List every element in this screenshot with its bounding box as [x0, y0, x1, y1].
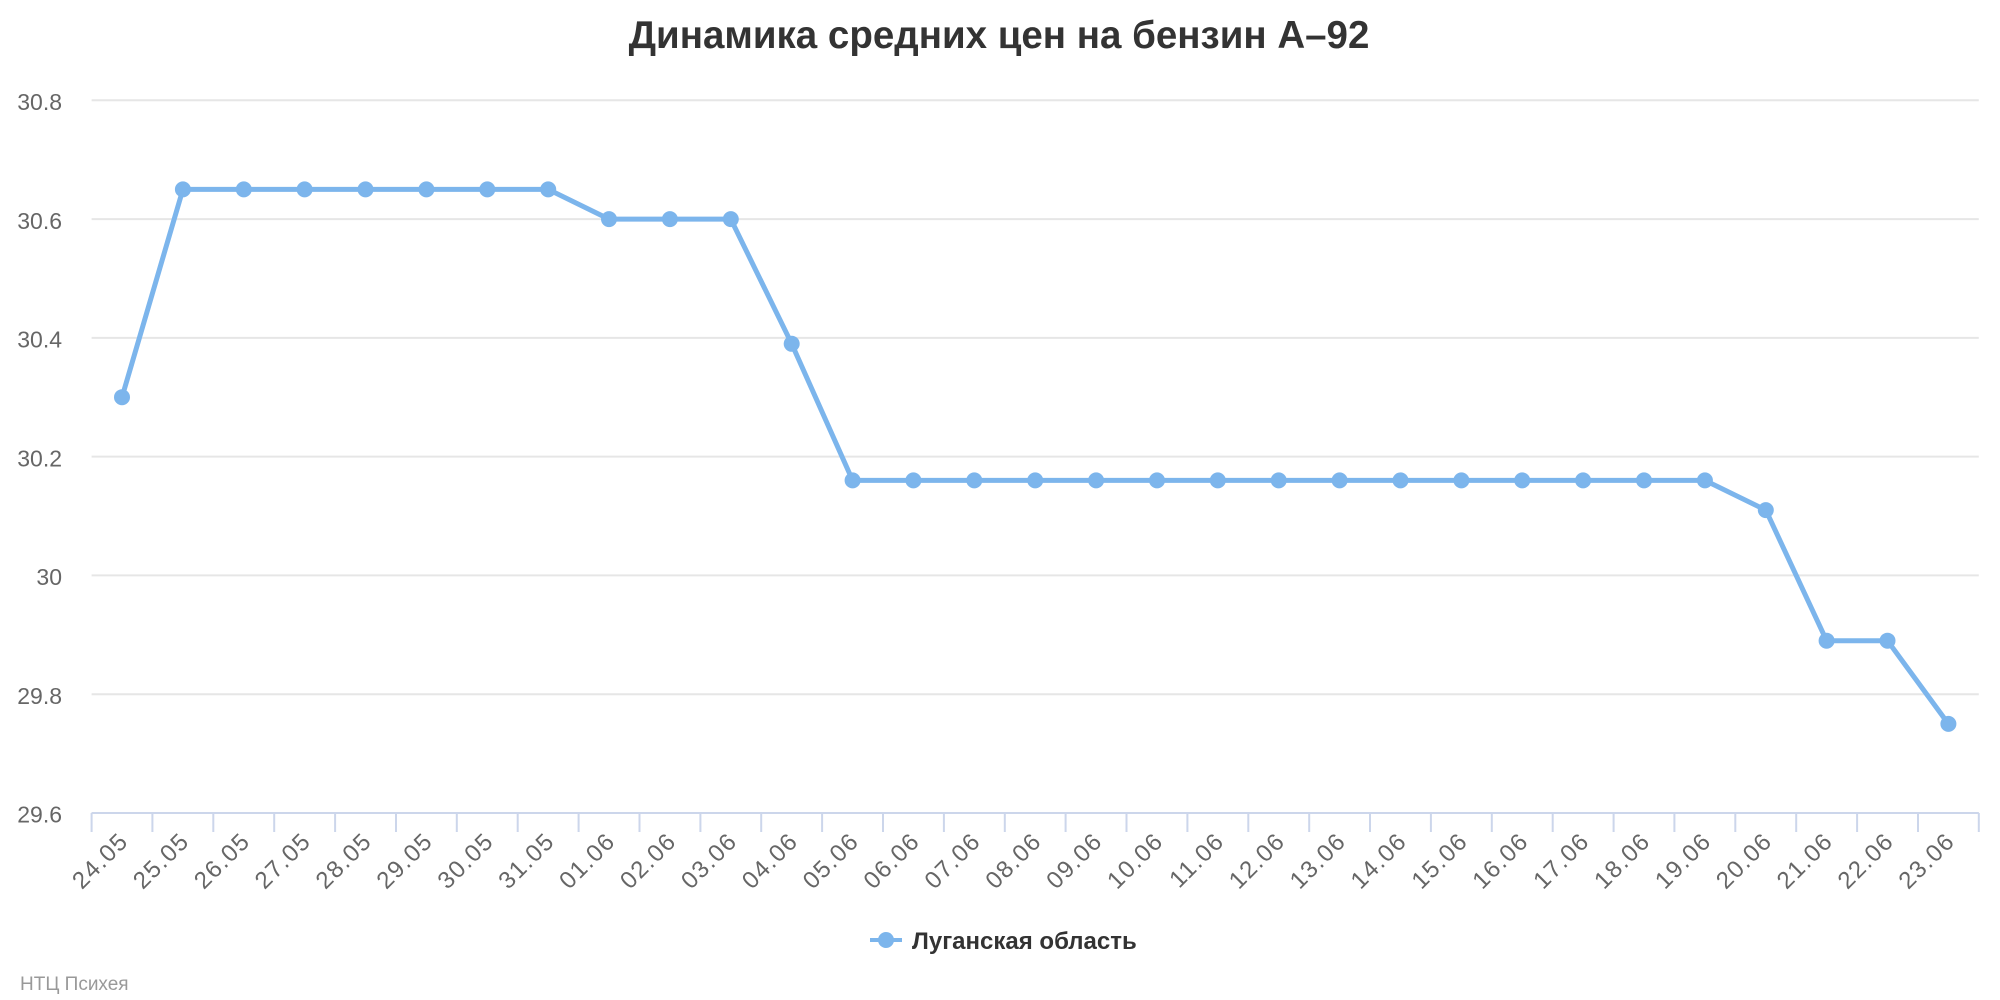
svg-text:30.6: 30.6	[17, 208, 62, 234]
svg-text:30.4: 30.4	[17, 327, 62, 353]
svg-text:30.8: 30.8	[17, 89, 62, 115]
svg-text:29.8: 29.8	[17, 683, 62, 709]
svg-text:Луганская область: Луганская область	[912, 928, 1137, 955]
svg-text:НТЦ Психея: НТЦ Психея	[20, 974, 129, 995]
svg-text:30: 30	[36, 564, 62, 590]
svg-text:29.6: 29.6	[17, 802, 62, 828]
svg-text:30.2: 30.2	[17, 445, 62, 471]
svg-text:Динамика средних цен на бензин: Динамика средних цен на бензин А–92	[629, 14, 1370, 57]
